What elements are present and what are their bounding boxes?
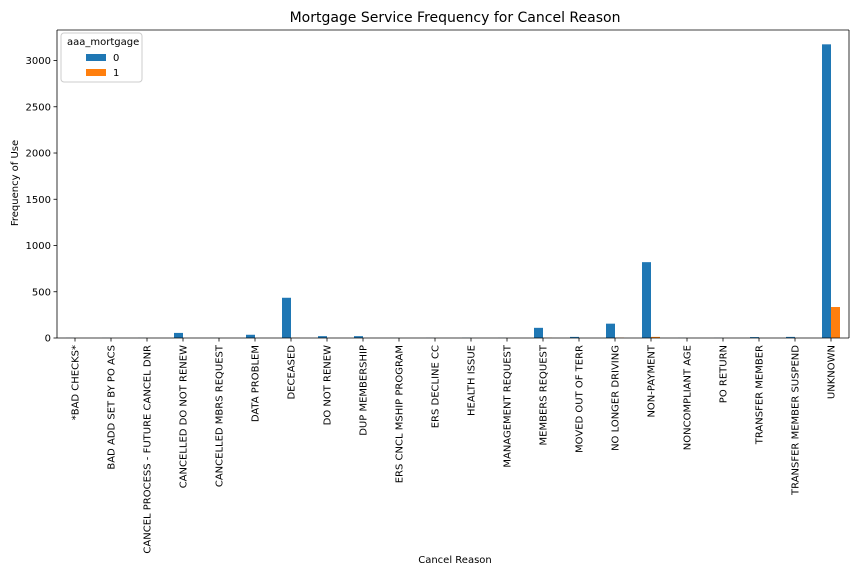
x-tick-label: ERS DECLINE CC bbox=[431, 345, 442, 428]
y-tick-label: 500 bbox=[32, 287, 51, 298]
x-tick-label: UNKNOWN bbox=[827, 345, 838, 399]
x-tick-label: MANAGEMENT REQUEST bbox=[503, 344, 514, 468]
x-tick-label: MEMBERS REQUEST bbox=[539, 344, 550, 445]
x-tick-label: CANCEL PROCESS - FUTURE CANCEL DNR bbox=[143, 345, 154, 554]
legend-title: aaa_mortgage bbox=[67, 37, 139, 48]
bar-series-0-16 bbox=[642, 262, 651, 338]
x-axis-label: Cancel Reason bbox=[418, 555, 492, 566]
y-tick-label: 2500 bbox=[26, 102, 51, 113]
legend-label-series-0: 0 bbox=[113, 53, 119, 64]
y-axis-label: Frequency of Use bbox=[10, 140, 21, 226]
bar-series-0-13 bbox=[534, 328, 543, 338]
x-tick-label: HEALTH ISSUE bbox=[467, 345, 478, 416]
plot-area: 0 500 1000 1500 2000 2500 3000 *BAD CHECKS* BAD … bbox=[26, 30, 849, 554]
x-tick-label: TRANSFER MEMBER bbox=[755, 345, 766, 445]
x-tick-label: DUP MEMBERSHIP bbox=[359, 345, 370, 436]
y-tick-label: 2000 bbox=[26, 149, 51, 160]
legend: aaa_mortgage 0 1 bbox=[61, 33, 142, 82]
bar-series-0-5 bbox=[246, 335, 255, 338]
x-tick-label: NONCOMPLIANT AGE bbox=[683, 345, 694, 450]
bar-series-0-3 bbox=[174, 333, 183, 338]
chart-title: Mortgage Service Frequency for Cancel Re… bbox=[290, 10, 621, 26]
x-tick-label: *BAD CHECKS* bbox=[71, 345, 82, 420]
x-tick-label: NON-PAYMENT bbox=[647, 344, 658, 417]
x-tick-label: CANCELLED MBRS REQUEST bbox=[215, 344, 226, 487]
x-tick-label: MOVED OUT OF TERR bbox=[575, 345, 586, 453]
x-tick-label: PO RETURN bbox=[719, 345, 730, 403]
bar-series-0-6 bbox=[282, 298, 291, 338]
legend-label-series-1: 1 bbox=[113, 68, 119, 79]
bar-series-0-15 bbox=[606, 324, 615, 338]
x-tick-label: DATA PROBLEM bbox=[251, 345, 262, 422]
x-tick-label: DECEASED bbox=[287, 345, 298, 400]
y-tick-label: 1000 bbox=[26, 241, 51, 252]
bar-series-1-21 bbox=[831, 307, 840, 338]
x-tick-label: CANCELLED DO NOT RENEW bbox=[179, 345, 190, 488]
bar-series-0-21 bbox=[822, 44, 831, 338]
x-tick-label: NO LONGER DRIVING bbox=[611, 345, 622, 451]
legend-swatch-series-0 bbox=[86, 54, 106, 61]
legend-swatch-series-1 bbox=[86, 69, 106, 76]
y-tick-label: 0 bbox=[45, 334, 51, 345]
y-tick-label: 3000 bbox=[26, 56, 51, 67]
x-tick-label: DO NOT RENEW bbox=[323, 345, 334, 425]
y-tick-label: 1500 bbox=[26, 195, 51, 206]
x-tick-label: TRANSFER MEMBER SUSPEND bbox=[791, 345, 802, 496]
x-tick-label: ERS CNCL MSHIP PROGRAM bbox=[395, 345, 406, 483]
x-tick-label: BAD ADD SET BY PO ACS bbox=[107, 345, 118, 470]
